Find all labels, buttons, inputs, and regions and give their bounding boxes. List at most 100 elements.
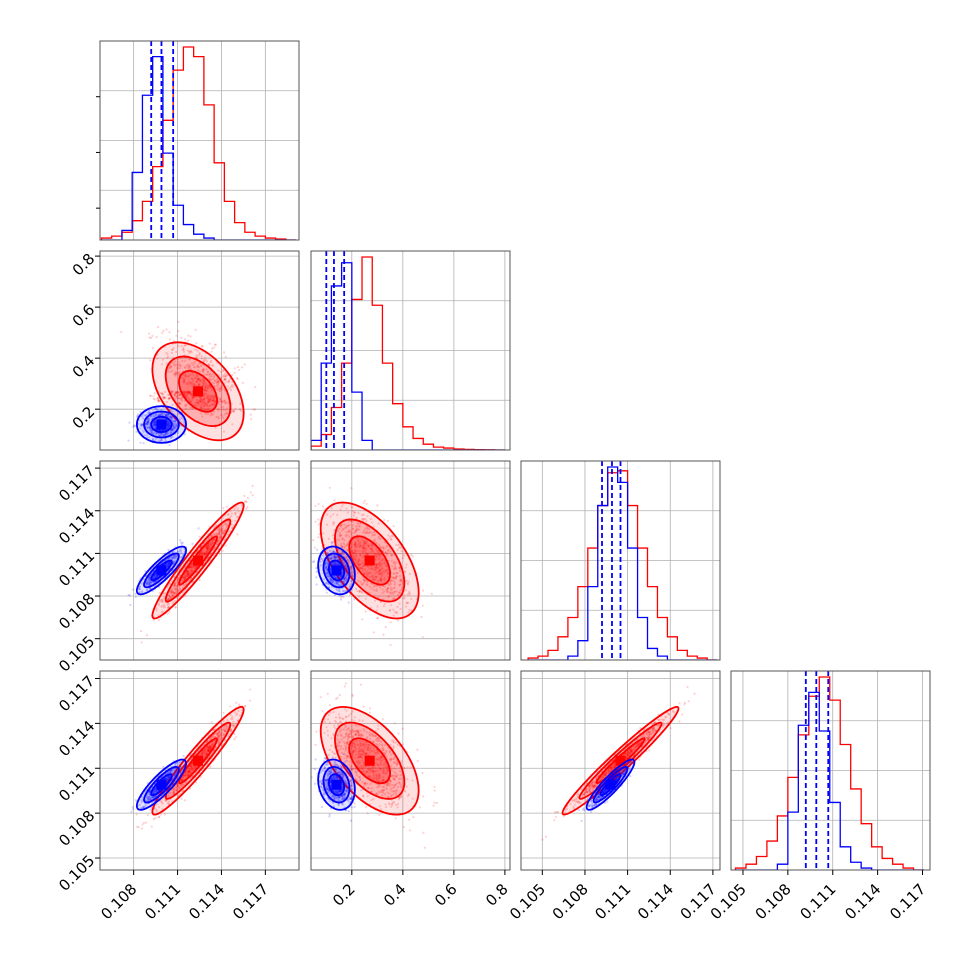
sample-point (157, 434, 161, 437)
sample-point (175, 373, 178, 376)
sample-point (223, 413, 226, 416)
sample-point (203, 392, 206, 395)
sample-point (167, 423, 170, 426)
sample-point (210, 721, 213, 724)
sample-point (197, 401, 200, 404)
sample-point (192, 374, 195, 377)
sample-point (185, 404, 188, 407)
sample-point (156, 397, 159, 400)
sample-point (147, 421, 150, 424)
sample-point (210, 413, 213, 416)
sample-point (253, 408, 257, 411)
sample-point (203, 399, 206, 402)
sample-point (207, 363, 210, 366)
sample-point (203, 402, 206, 405)
sample-point (167, 422, 170, 425)
sample-point (201, 377, 204, 381)
sample-point (328, 486, 331, 489)
sample-point (154, 407, 157, 410)
sample-point (207, 393, 210, 397)
sample-point (219, 389, 222, 392)
sample-point (200, 398, 203, 401)
sample-point (182, 380, 185, 383)
sample-point (172, 346, 175, 350)
sample-point (194, 377, 197, 380)
sample-point (175, 424, 178, 427)
sample-point (386, 519, 389, 522)
sample-point (229, 388, 233, 392)
sample-point (175, 395, 178, 398)
sample-point (211, 539, 214, 543)
sample-point (157, 400, 160, 403)
sample-point (220, 400, 223, 403)
sample-point (166, 355, 170, 358)
sample-point (240, 503, 243, 507)
sample-point (207, 400, 210, 404)
sample-point (197, 383, 200, 386)
sample-point (185, 392, 188, 396)
sample-point (209, 398, 212, 401)
sample-point (217, 532, 220, 535)
sample-point (166, 413, 170, 416)
sample-point (197, 368, 200, 372)
sample-point (167, 393, 170, 397)
sample-point (199, 400, 202, 404)
sample-point (151, 334, 154, 337)
sample-point (204, 403, 208, 406)
sample-point (154, 413, 157, 416)
sample-point (203, 397, 206, 401)
sample-point (170, 416, 173, 419)
sample-point (173, 425, 176, 428)
sample-point (166, 370, 170, 373)
sample-point (171, 587, 174, 590)
sample-point (169, 430, 172, 434)
sample-point (179, 539, 182, 542)
sample-point (183, 391, 186, 394)
sample-point (167, 548, 170, 552)
sample-point (209, 765, 212, 768)
sample-point (171, 420, 175, 423)
density-peak (364, 555, 375, 566)
sample-point (157, 399, 160, 402)
sample-point (216, 380, 220, 383)
sample-point (180, 376, 183, 379)
sample-point (206, 387, 209, 391)
sample-point (202, 398, 205, 401)
sample-point (202, 379, 205, 382)
sample-point (145, 422, 149, 425)
sample-point (191, 397, 194, 400)
sample-point (190, 351, 193, 354)
sample-point (172, 361, 175, 364)
sample-point (315, 576, 318, 579)
sample-point (174, 360, 177, 363)
sample-point (210, 411, 213, 414)
sample-point (189, 335, 192, 338)
sample-point (159, 813, 162, 816)
sample-point (314, 504, 317, 508)
sample-point (218, 380, 221, 383)
sample-point (167, 413, 170, 416)
sample-point (223, 399, 226, 402)
sample-point (389, 621, 392, 624)
sample-point (172, 429, 175, 432)
sample-point (174, 392, 177, 395)
sample-point (150, 431, 153, 434)
density-peak (156, 419, 167, 430)
sample-point (155, 607, 158, 610)
sample-point (221, 375, 225, 378)
sample-point (214, 426, 217, 429)
density-peak (193, 555, 204, 566)
sample-point (144, 422, 148, 426)
sample-point (195, 401, 198, 404)
sample-point (295, 541, 297, 543)
sample-point (199, 400, 202, 403)
sample-point (166, 425, 169, 428)
sample-point (183, 392, 187, 396)
sample-point (153, 421, 156, 424)
sample-point (167, 393, 171, 397)
sample-point (208, 404, 211, 408)
sample-point (170, 428, 174, 431)
sample-point (178, 393, 181, 396)
sample-point (196, 378, 199, 381)
sample-point (170, 431, 173, 434)
